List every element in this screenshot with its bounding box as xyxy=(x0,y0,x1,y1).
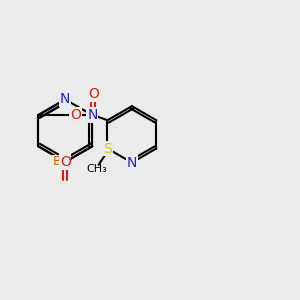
Text: N: N xyxy=(60,92,70,106)
Text: O: O xyxy=(88,87,99,101)
Text: Br: Br xyxy=(53,155,67,168)
Text: O: O xyxy=(60,155,71,169)
Text: O: O xyxy=(70,108,81,122)
Text: S: S xyxy=(103,142,112,155)
Text: CH₃: CH₃ xyxy=(87,164,107,174)
Text: N: N xyxy=(87,108,98,122)
Text: N: N xyxy=(127,156,137,170)
